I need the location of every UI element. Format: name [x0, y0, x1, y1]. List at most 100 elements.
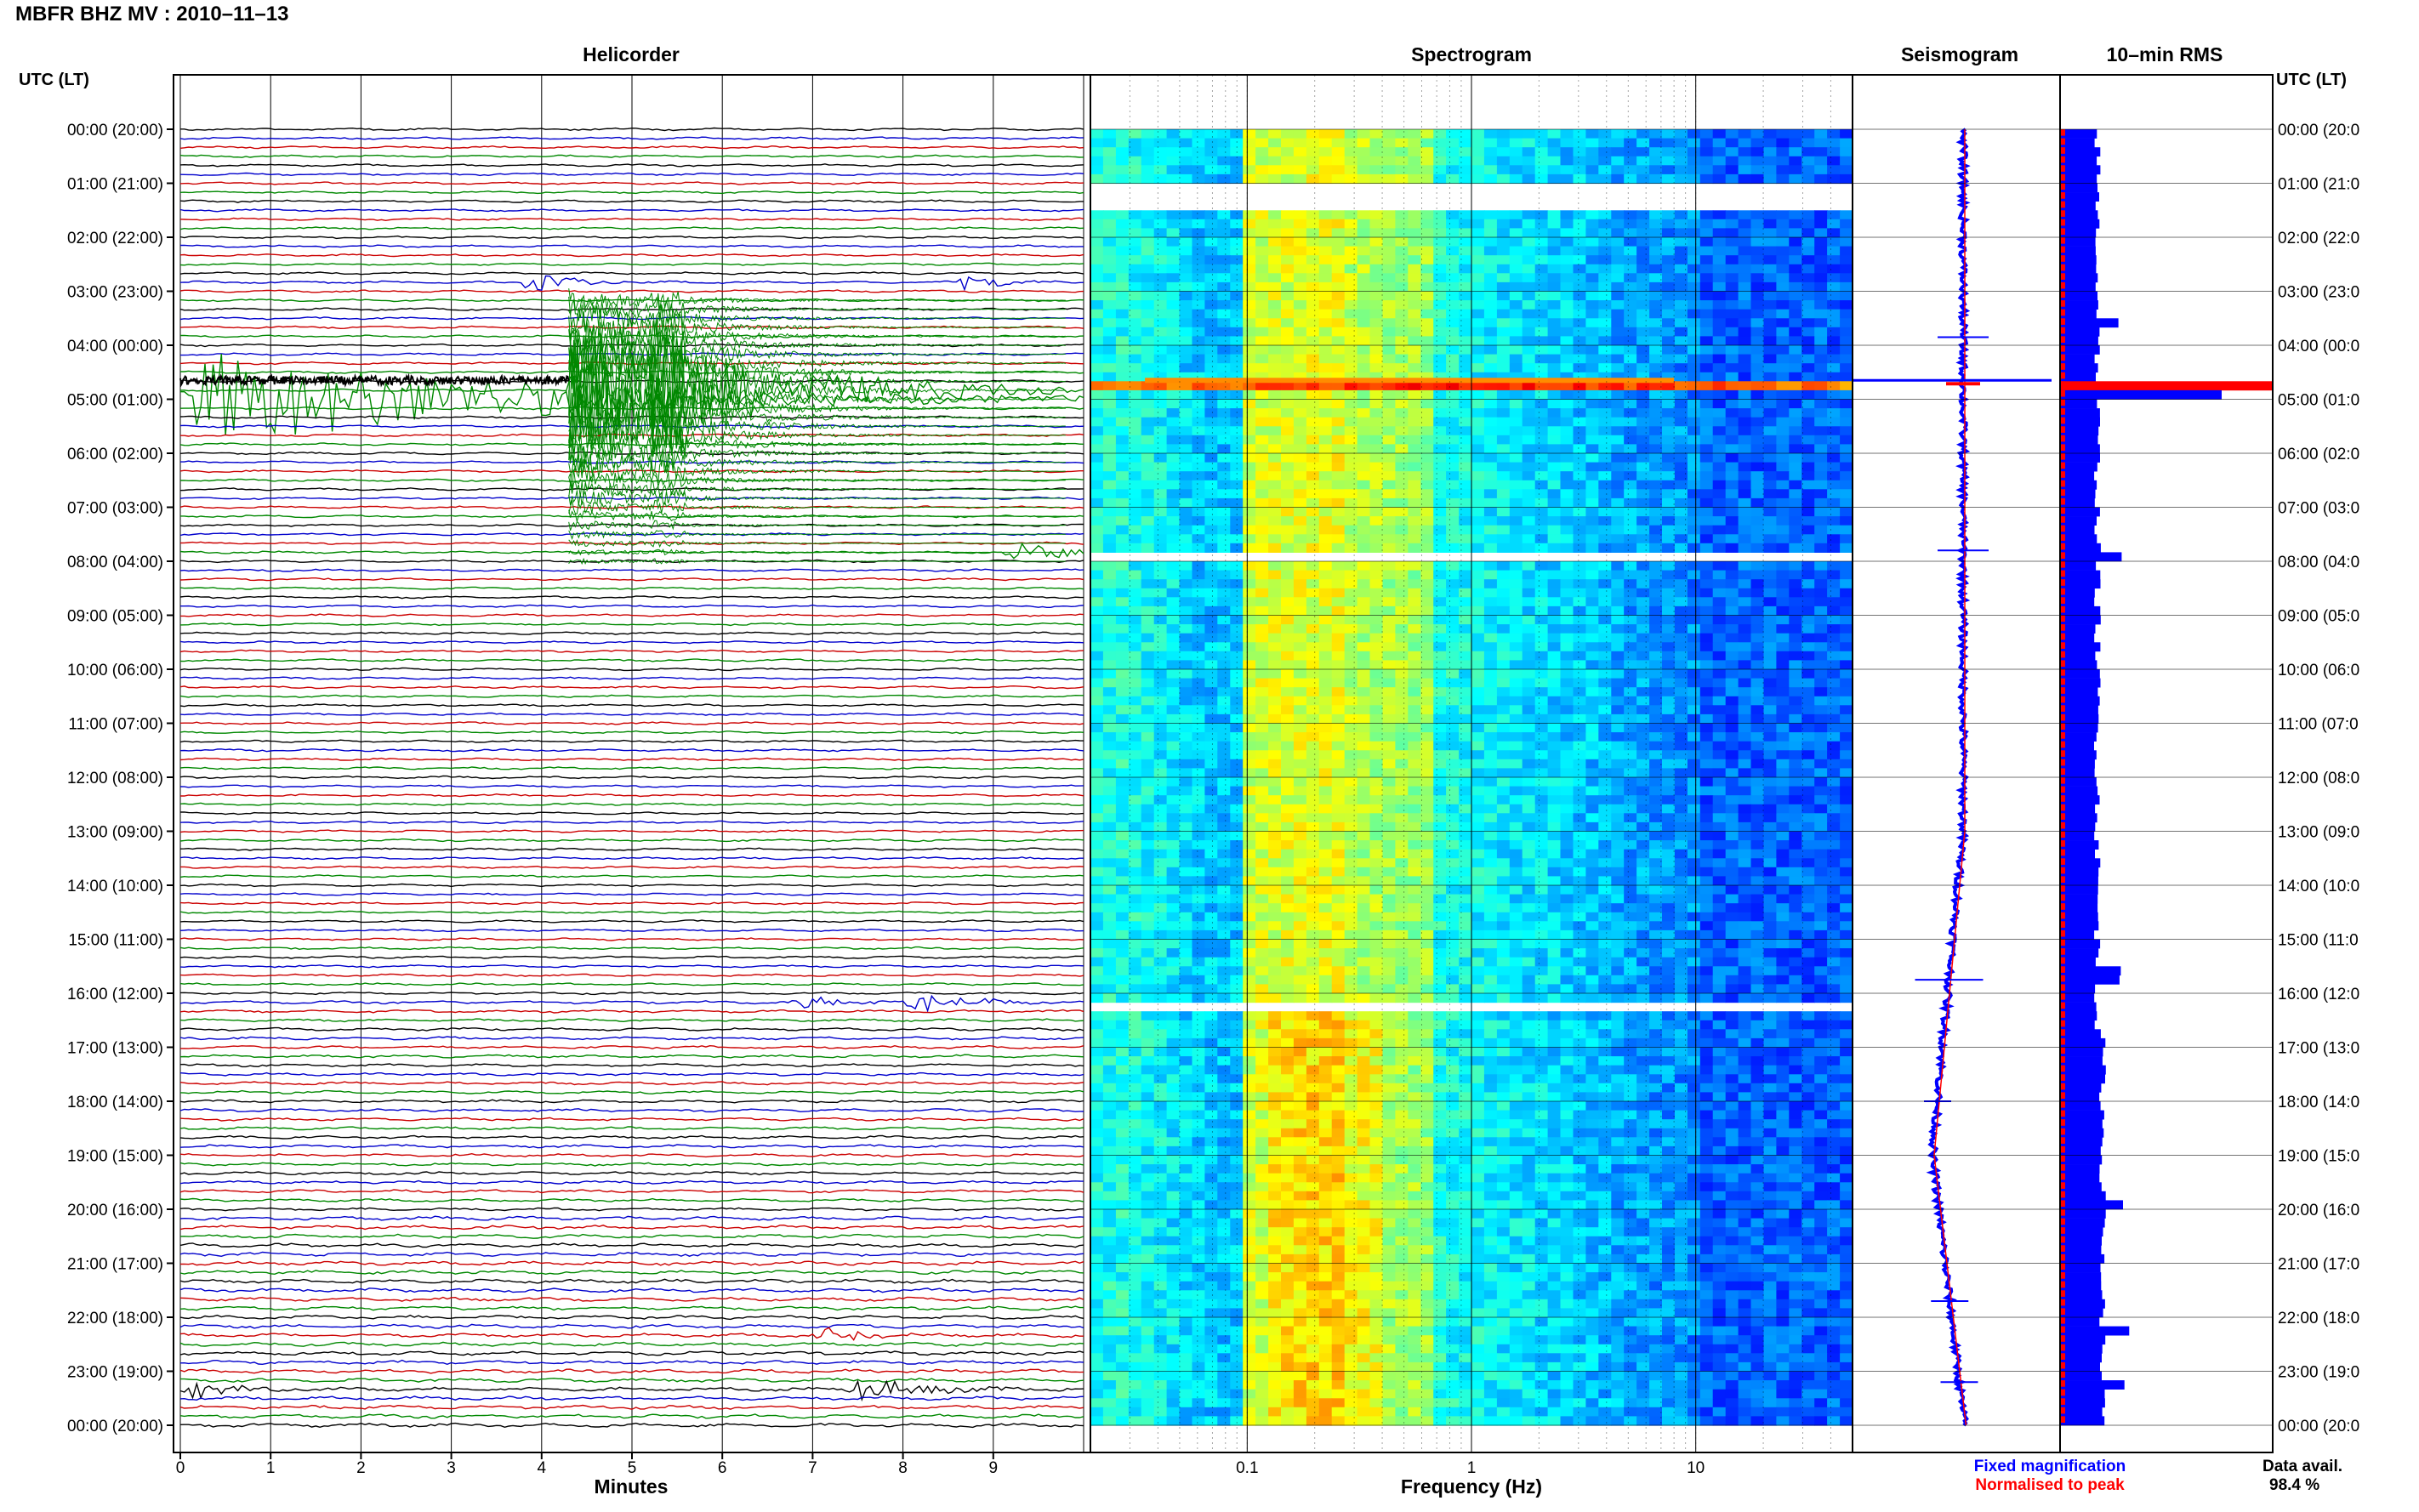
spectrogram-cell — [1128, 417, 1142, 427]
spectrogram-cell — [1090, 480, 1104, 490]
spectrogram-cell — [1230, 642, 1244, 652]
spectrogram-cell — [1560, 408, 1574, 418]
spectrogram-cell — [1090, 336, 1104, 346]
spectrogram-cell — [1509, 327, 1523, 337]
spectrogram-cell — [1624, 273, 1637, 283]
spectrogram-cell — [1750, 894, 1764, 904]
spectrogram-cell — [1166, 624, 1181, 634]
spectrogram-cell — [1750, 453, 1764, 463]
spectrogram-cell — [1471, 579, 1485, 589]
spectrogram-cell — [1166, 605, 1181, 617]
spectrogram-cell — [1687, 408, 1701, 418]
spectrogram-cell — [1522, 309, 1536, 319]
spectrogram-cell — [1776, 399, 1790, 409]
spectrogram-cell — [1598, 399, 1612, 409]
spectrogram-cell — [1534, 831, 1549, 841]
spectrogram-cell — [1585, 876, 1599, 886]
spectrogram-cell — [1840, 264, 1853, 274]
spectrogram-cell — [1369, 660, 1383, 670]
spectrogram-cell — [1483, 813, 1498, 823]
spectrogram-cell — [1128, 840, 1142, 850]
spectrogram-cell — [1662, 605, 1676, 617]
spectrogram-cell — [1420, 318, 1434, 328]
spectrogram-cell — [1725, 435, 1739, 445]
spectrogram-cell — [1483, 497, 1498, 509]
spectrogram-cell — [1814, 660, 1828, 670]
spectrogram-cell — [1420, 696, 1434, 706]
spectrogram-cell — [1801, 471, 1815, 481]
spectrogram-cell — [1573, 732, 1586, 742]
spectrogram-cell — [1471, 804, 1485, 814]
spectrogram-cell — [1141, 579, 1155, 589]
spectrogram-cell — [1547, 633, 1562, 643]
spectrogram-cell — [1420, 497, 1434, 509]
spectrogram-cell — [1827, 777, 1841, 787]
spectrogram-cell — [1408, 831, 1421, 841]
spectrogram-cell — [1293, 129, 1307, 139]
spectrogram-cell — [1281, 669, 1295, 679]
spectrogram-cell — [1712, 588, 1727, 598]
spectrogram-cell — [1801, 273, 1815, 283]
spectrogram-cell — [1102, 345, 1117, 355]
spectrogram-cell — [1217, 399, 1231, 409]
spectrogram-cell — [1318, 605, 1333, 617]
spectrogram-cell — [1598, 813, 1612, 823]
spectrogram-cell — [1318, 669, 1333, 679]
spectrogram-cell — [1166, 903, 1181, 913]
spectrogram-cell — [1306, 713, 1320, 725]
spectrogram-cell — [1344, 858, 1358, 868]
spectrogram-cell — [1776, 281, 1790, 293]
spectrogram-cell — [1776, 381, 1790, 391]
spectrogram-cell — [1115, 867, 1130, 877]
spectrogram-cell — [1166, 750, 1181, 760]
spectrogram-cell — [1534, 669, 1549, 679]
spectrogram-cell — [1331, 408, 1346, 418]
spectrogram-cell — [1128, 579, 1142, 589]
spectrogram-cell — [1293, 615, 1307, 625]
spectrogram-cell — [1102, 588, 1117, 598]
spectrogram-cell — [1344, 903, 1358, 913]
spectrogram-cell — [1471, 687, 1485, 697]
spectrogram-cell — [1699, 777, 1714, 787]
spectrogram-cell — [1217, 858, 1231, 868]
spectrogram-cell — [1204, 354, 1218, 364]
spectrogram-cell — [1179, 678, 1192, 688]
spectrogram-cell — [1204, 669, 1218, 679]
spectrogram-cell — [1674, 300, 1688, 310]
spectrogram-cell — [1318, 588, 1333, 598]
spectrogram-cell — [1408, 804, 1421, 814]
spectrogram-cell — [1827, 399, 1841, 409]
spectrogram-cell — [1674, 768, 1688, 778]
spectrogram-cell — [1712, 543, 1727, 553]
spectrogram-cell — [1585, 210, 1599, 220]
spectrogram-cell — [1446, 687, 1460, 697]
spectrogram-cell — [1776, 750, 1790, 760]
spectrogram-cell — [1293, 453, 1307, 463]
spectrogram-cell — [1801, 507, 1815, 517]
spectrogram-cell — [1433, 363, 1447, 373]
spectrogram-cell — [1509, 821, 1523, 833]
spectrogram-cell — [1102, 129, 1117, 139]
spectrogram-cell — [1674, 534, 1688, 544]
spectrogram-cell — [1560, 885, 1574, 895]
spectrogram-cell — [1814, 435, 1828, 445]
spectrogram-cell — [1153, 381, 1168, 391]
spectrogram-cell — [1090, 696, 1104, 706]
spectrogram-cell — [1141, 210, 1155, 220]
spectrogram-cell — [1459, 633, 1472, 643]
spectrogram-cell — [1776, 786, 1790, 796]
spectrogram-cell — [1230, 696, 1244, 706]
spectrogram-cell — [1179, 777, 1192, 787]
spectrogram-cell — [1750, 687, 1764, 697]
spectrogram-cell — [1217, 138, 1231, 148]
spectrogram-cell — [1687, 795, 1701, 805]
spectrogram-cell — [1662, 147, 1676, 157]
spectrogram-cell — [1624, 597, 1637, 607]
spectrogram-cell — [1827, 597, 1841, 607]
spectrogram-cell — [1192, 489, 1205, 499]
spectrogram-cell — [1192, 786, 1205, 796]
spectrogram-cell — [1090, 795, 1104, 805]
spectrogram-cell — [1344, 678, 1358, 688]
spectrogram-cell — [1446, 795, 1460, 805]
spectrogram-cell — [1179, 696, 1192, 706]
